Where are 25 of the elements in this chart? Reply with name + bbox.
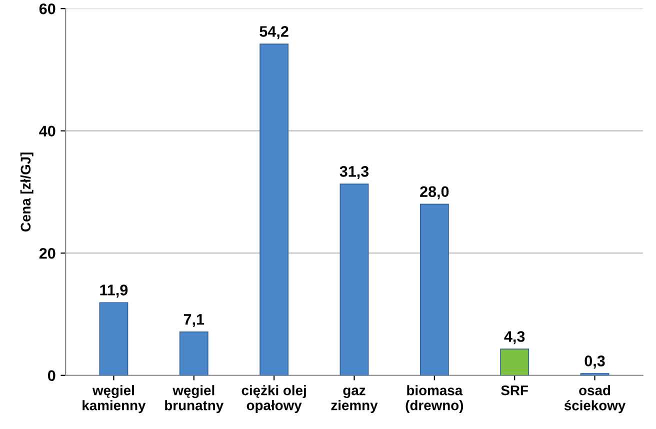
bar	[260, 44, 289, 376]
x-tick-label: biomasa (drewno)	[406, 385, 464, 414]
x-tick-label: węgiel kamienny	[82, 385, 146, 414]
bar	[179, 332, 208, 376]
x-tick-label: SRF	[501, 385, 528, 396]
y-tick-label: 20	[39, 248, 56, 259]
data-label: 11,9	[100, 284, 128, 298]
data-label: 54,2	[260, 26, 288, 40]
data-label: 7,1	[184, 314, 204, 327]
y-tick-label: 0	[48, 370, 56, 382]
y-tick-label: 60	[39, 3, 56, 14]
data-label: 0,3	[584, 356, 605, 369]
bar	[500, 348, 530, 376]
data-label: 28,0	[420, 186, 449, 200]
data-label: 31,3	[340, 166, 369, 180]
bar	[420, 204, 449, 376]
x-tick-label: węgiel brunatny	[165, 385, 224, 414]
data-label: 4,3	[504, 331, 525, 344]
x-tick-label: gaz ziemny	[331, 388, 378, 414]
bar	[340, 184, 369, 376]
y-axis-title: Cena [zł/GJ]	[20, 152, 34, 232]
y-tick-label: 40	[39, 126, 56, 137]
x-tick-label: osad ściekowy	[564, 385, 626, 414]
x-tick-label: ciężki olej opałowy	[242, 385, 306, 414]
bar	[99, 302, 128, 376]
